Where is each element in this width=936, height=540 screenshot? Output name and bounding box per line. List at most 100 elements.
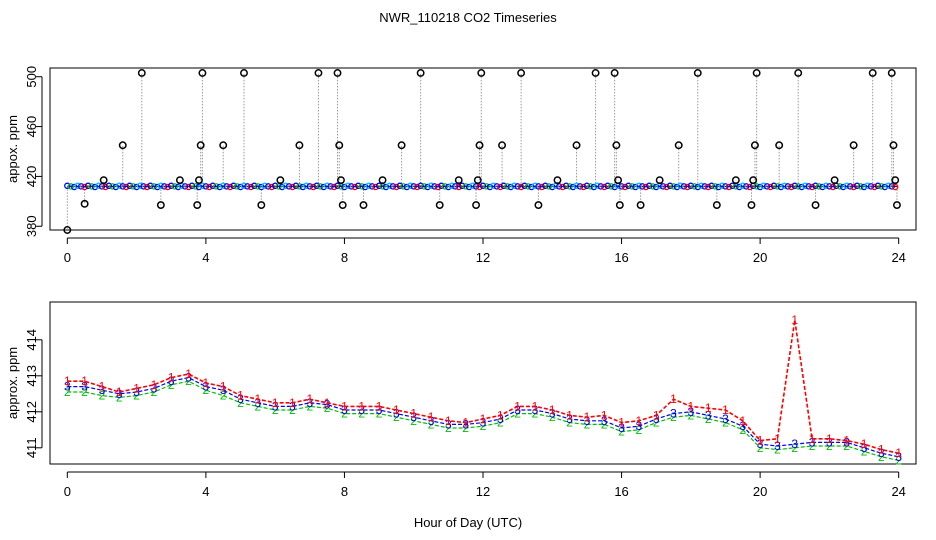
series-2-point: 2 [81, 385, 88, 399]
baseline-point [417, 182, 424, 190]
baseline-point [434, 183, 442, 191]
series-3-point: 3 [843, 435, 850, 449]
series-3-point: 3 [895, 450, 902, 464]
series-1-point: 1 [514, 399, 521, 413]
series-1-point: 1 [99, 380, 106, 394]
baseline-point [697, 182, 705, 190]
baseline-point [438, 182, 445, 190]
baseline-point [202, 183, 210, 190]
baseline-point [316, 183, 324, 190]
spike-point [80, 199, 89, 208]
baseline-point [503, 183, 511, 190]
series-2-point: 2 [306, 399, 313, 413]
baseline-point [64, 182, 71, 190]
baseline-point [389, 183, 397, 190]
baseline-point [91, 183, 99, 191]
baseline-point [566, 183, 573, 190]
baseline-point [756, 183, 764, 191]
series-3-point: 3 [826, 435, 833, 449]
series-1-point: 1 [151, 378, 158, 392]
series-1-point: 1 [809, 432, 816, 446]
series-3-point: 3 [462, 417, 469, 431]
series-2-point: 2 [116, 390, 123, 404]
baseline-point [659, 183, 667, 190]
baseline-point [510, 182, 518, 190]
series-1-point: 1 [64, 374, 71, 388]
baseline-point [67, 183, 75, 190]
baseline-point [521, 182, 528, 190]
baseline-point [154, 183, 161, 191]
series-2-point: 2 [185, 374, 192, 388]
chart-title: NWR_110218 CO2 Timeseries [379, 10, 557, 25]
baseline-point [247, 183, 255, 191]
baseline-point [829, 183, 837, 191]
baseline-point [743, 183, 750, 190]
baseline-point [587, 183, 594, 190]
series-3-point: 3 [428, 414, 435, 428]
baseline-point [310, 183, 317, 191]
baseline-point [185, 183, 192, 191]
baseline-point [594, 182, 601, 190]
spike-point [794, 69, 803, 77]
baseline-point [306, 183, 314, 190]
baseline-point [694, 183, 702, 191]
top-y-tick-label: 420 [24, 166, 39, 188]
baseline-point [583, 182, 591, 190]
baseline-point [251, 182, 258, 190]
baseline-point [109, 183, 116, 190]
bottom-y-tick-label: 412 [24, 401, 39, 423]
series-2-point: 2 [168, 378, 175, 392]
baseline-point [708, 182, 715, 190]
baseline-point [621, 183, 629, 191]
baseline-point [285, 183, 293, 190]
series-3-point: 3 [151, 381, 158, 395]
baseline-point [871, 183, 878, 191]
baseline-point [181, 183, 189, 190]
series-2-point: 2 [220, 389, 227, 403]
spike-point [612, 141, 621, 150]
spike-point [338, 201, 347, 210]
series-3-point: 3 [549, 407, 556, 421]
baseline-point [718, 182, 726, 190]
baseline-point [209, 182, 217, 190]
baseline-point [188, 182, 196, 190]
series-2-point: 2 [497, 416, 504, 430]
baseline-point [199, 182, 206, 190]
baseline-point [836, 183, 844, 190]
baseline-point [840, 183, 847, 191]
series-3-point: 3 [272, 399, 279, 413]
series-1-point: 1 [566, 408, 573, 422]
baseline-point [794, 183, 802, 190]
baseline-point [150, 183, 158, 190]
baseline-point [195, 183, 203, 191]
baseline-point [639, 183, 646, 190]
series-1-point: 1 [168, 371, 175, 385]
series-1-point: 1 [791, 313, 798, 327]
baseline-point [666, 182, 674, 190]
series-2-point: 2 [358, 407, 365, 421]
baseline-point [140, 183, 147, 190]
baseline-point [334, 182, 341, 190]
baseline-point [604, 182, 611, 190]
baseline-point [826, 183, 833, 190]
baseline-point [808, 183, 816, 191]
baseline-point [878, 183, 885, 190]
baseline-point [652, 183, 660, 191]
baseline-point [143, 183, 151, 191]
baseline-point [704, 183, 712, 191]
baseline-point [223, 183, 230, 190]
baseline-point [715, 183, 722, 191]
series-1-point: 1 [480, 412, 487, 426]
top-x-tick-label: 4 [202, 250, 209, 265]
baseline-point [528, 183, 535, 191]
series-1-point: 1 [324, 396, 331, 410]
series-1-point: 1 [843, 434, 850, 448]
baseline-point [846, 183, 854, 190]
spike-point [868, 69, 877, 77]
spike-point [498, 141, 507, 150]
spike-point [775, 141, 784, 150]
series-3-point: 3 [739, 419, 746, 433]
baseline-point [174, 183, 182, 191]
baseline-point [361, 183, 369, 191]
spike-point [416, 69, 425, 77]
